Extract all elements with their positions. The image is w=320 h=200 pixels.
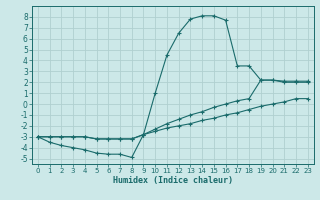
X-axis label: Humidex (Indice chaleur): Humidex (Indice chaleur) [113, 176, 233, 185]
